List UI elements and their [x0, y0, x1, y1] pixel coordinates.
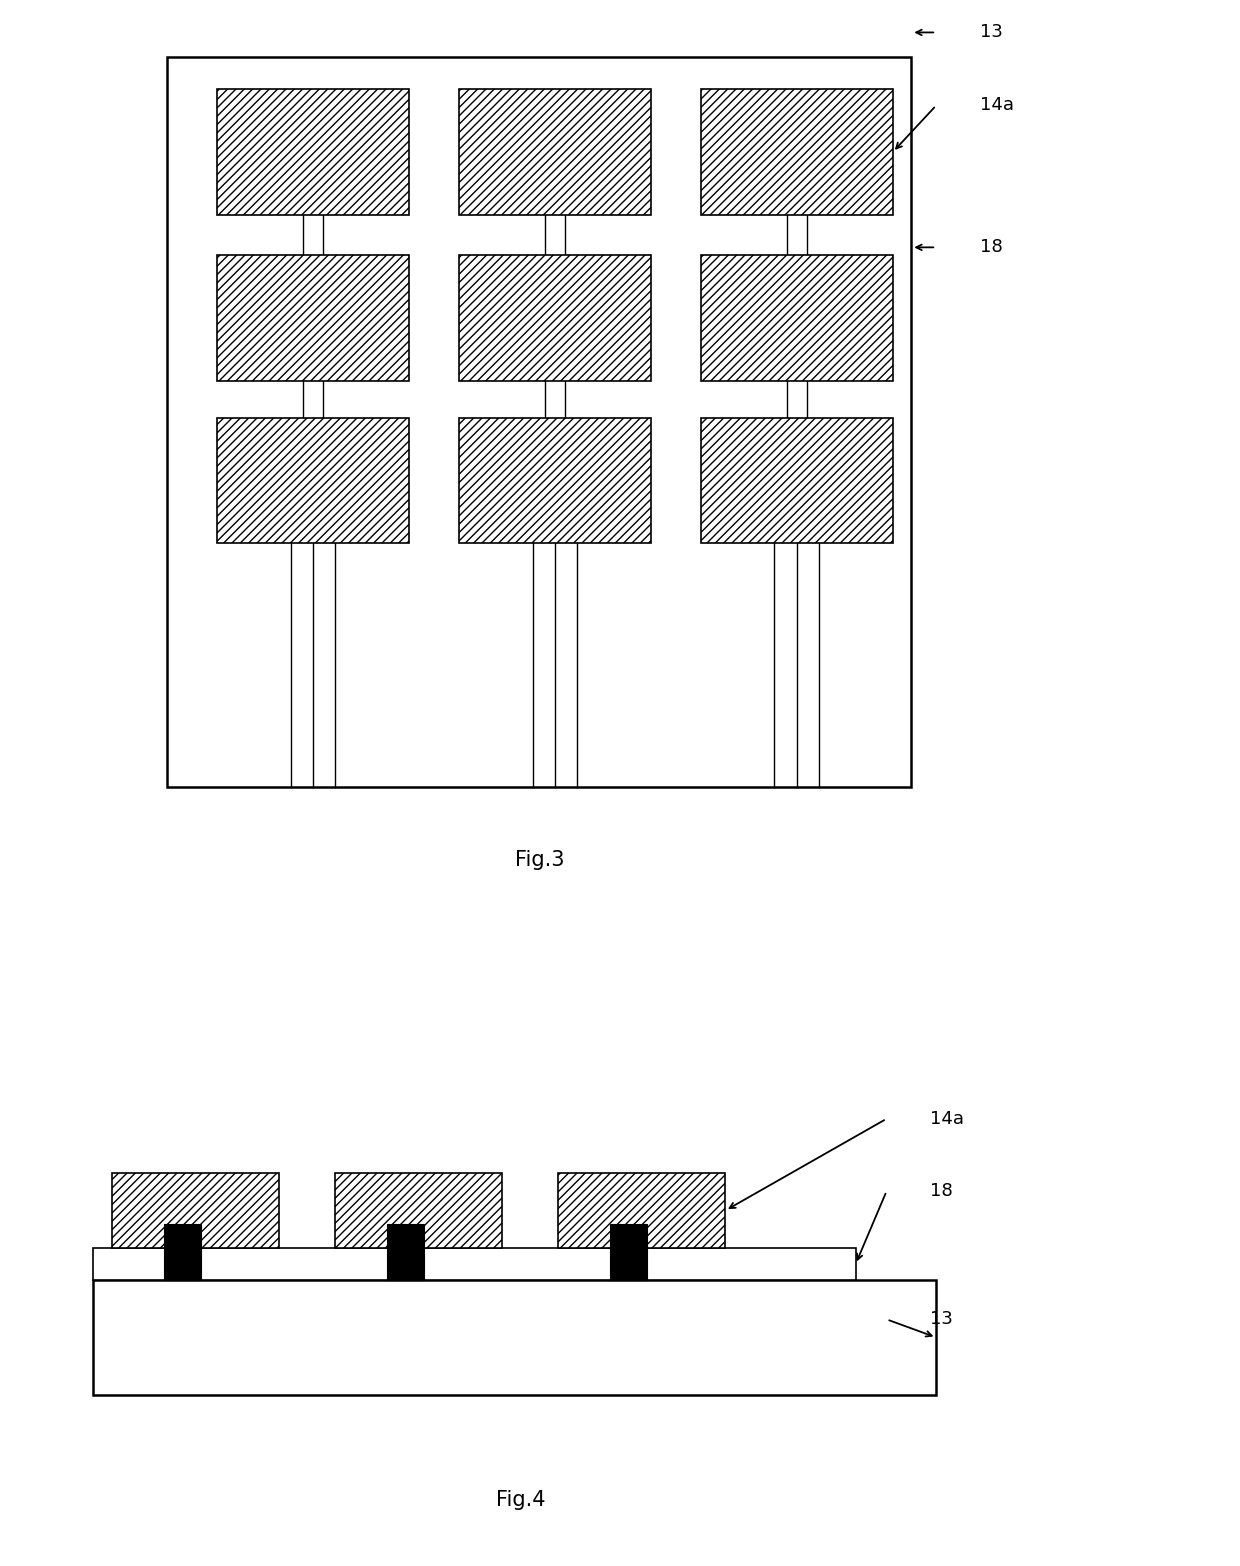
- Bar: [217, 418, 409, 543]
- Text: Fig.4: Fig.4: [496, 1491, 546, 1510]
- Bar: [217, 89, 409, 215]
- Bar: [459, 255, 651, 381]
- Bar: [167, 56, 911, 786]
- Bar: [112, 1173, 279, 1248]
- Bar: [701, 418, 893, 543]
- Text: 18: 18: [980, 238, 1002, 257]
- Bar: [459, 418, 651, 543]
- Bar: [701, 89, 893, 215]
- Bar: [335, 1173, 502, 1248]
- Bar: [164, 1225, 201, 1279]
- Text: Fig.3: Fig.3: [515, 850, 564, 869]
- Bar: [93, 1248, 856, 1279]
- Bar: [93, 1279, 936, 1395]
- Bar: [459, 89, 651, 215]
- Text: 13: 13: [980, 23, 1002, 41]
- Text: 14a: 14a: [930, 1110, 963, 1128]
- Text: 18: 18: [930, 1182, 952, 1200]
- Bar: [387, 1225, 424, 1279]
- Bar: [701, 255, 893, 381]
- Bar: [610, 1225, 647, 1279]
- Text: 14a: 14a: [980, 97, 1013, 114]
- Bar: [558, 1173, 725, 1248]
- Bar: [217, 255, 409, 381]
- Text: 13: 13: [930, 1311, 952, 1328]
